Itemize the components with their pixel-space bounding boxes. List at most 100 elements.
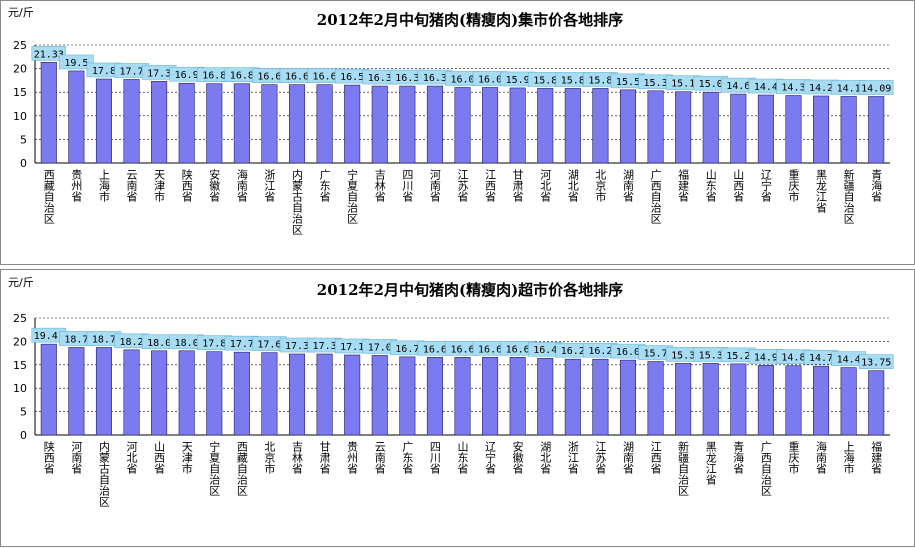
y-axis-label: 元/斤 (8, 276, 34, 289)
bar (785, 365, 802, 436)
x-tick-label: 湖南省 (621, 169, 634, 203)
bar (482, 87, 499, 164)
y-tick-label: 25 (13, 39, 27, 52)
y-tick-label: 15 (13, 86, 27, 99)
value-label: 16.9 (175, 70, 199, 81)
value-label: 21.33 (34, 49, 64, 60)
bar (647, 90, 664, 164)
x-tick-label: 新疆自治区 (677, 440, 690, 496)
x-tick-label: 广东省 (318, 169, 331, 203)
value-label: 15.3 (644, 78, 668, 89)
value-label: 15.1 (671, 79, 695, 90)
bar (151, 350, 168, 436)
y-tick-label: 10 (13, 382, 27, 395)
x-tick-label: 西藏自治区 (42, 169, 55, 224)
x-tick-label: 四川省 (428, 441, 441, 475)
x-tick-label: 湖北省 (566, 169, 579, 203)
value-label: 16.6 (506, 344, 530, 355)
y-tick-label: 5 (20, 406, 27, 419)
value-label: 14.8 (781, 353, 805, 364)
bar (95, 78, 112, 164)
bar (702, 363, 719, 436)
value-label: 19.5 (64, 58, 88, 69)
x-tick-label: 广东省 (401, 441, 414, 475)
value-label: 15.3 (671, 350, 695, 361)
value-label: 14.9 (754, 352, 778, 363)
bar (730, 93, 747, 164)
x-tick-label: 青海省 (870, 169, 883, 203)
bar (840, 367, 857, 436)
bar (454, 87, 471, 164)
bar (592, 358, 609, 436)
x-tick-label: 甘肃省 (511, 169, 524, 203)
x-tick-label: 黑龙江省 (704, 441, 717, 486)
x-tick-label: 天津市 (153, 169, 166, 203)
bar (399, 85, 416, 164)
x-tick-label: 吉林省 (291, 441, 304, 475)
y-tick-label: 5 (20, 133, 27, 146)
value-label-box (31, 46, 67, 61)
x-tick-label: 河南省 (428, 169, 441, 203)
x-tick-label: 辽宁省 (484, 441, 497, 475)
bar (316, 84, 333, 164)
value-label: 18.7 (92, 334, 116, 345)
value-label: 15.8 (588, 75, 612, 86)
x-tick-label: 北京市 (263, 441, 276, 475)
value-label: 16.3 (423, 73, 447, 84)
bar (178, 350, 195, 436)
bar (399, 356, 416, 436)
bar (233, 351, 250, 436)
bar (68, 70, 85, 164)
bar (371, 85, 388, 164)
value-label: 14.2 (809, 83, 833, 94)
value-label: 16.2 (588, 346, 612, 357)
value-label: 14.4 (754, 82, 778, 93)
x-tick-label: 陕西省 (180, 168, 193, 203)
value-label: 16.4 (533, 345, 557, 356)
bar (123, 349, 140, 436)
value-label: 16.8 (230, 71, 254, 82)
x-tick-label: 海南省 (235, 168, 248, 203)
x-tick-label: 安徽省 (208, 168, 221, 203)
bar (619, 359, 637, 436)
x-tick-label: 贵州省 (346, 441, 359, 475)
y-tick-label: 10 (13, 110, 27, 123)
value-label: 17.8 (92, 66, 116, 77)
bar (675, 363, 692, 436)
bar (288, 353, 306, 436)
value-label: 16.8 (202, 71, 226, 82)
chart-title: 2012年2月中旬猪肉(精瘦肉)集市价各地排序 (317, 11, 623, 29)
x-tick-label: 广西自治区 (759, 441, 772, 496)
value-label: 14.1 (837, 83, 861, 94)
bar (813, 95, 830, 164)
value-label: 13.75 (861, 358, 891, 369)
x-tick-label: 宁夏自治区 (208, 440, 221, 496)
y-tick-label: 0 (20, 429, 27, 442)
x-tick-label: 山西省 (732, 169, 745, 203)
x-tick-label: 四川省 (401, 169, 414, 203)
bar (426, 357, 443, 436)
value-label: 19.41 (34, 331, 64, 342)
bar (261, 84, 278, 164)
value-label: 16.3 (395, 73, 419, 84)
value-label: 16.6 (450, 344, 474, 355)
bar (123, 79, 140, 164)
x-tick-label: 福建省 (870, 440, 883, 475)
value-label: 14.4 (837, 355, 861, 366)
bar (509, 87, 526, 164)
value-label: 16.6 (285, 72, 309, 83)
value-label: 15.8 (533, 75, 557, 86)
x-tick-label: 湖南省 (621, 441, 634, 475)
x-tick-label: 江西省 (649, 441, 662, 475)
bar (592, 88, 609, 164)
x-tick-label: 黑龙江省 (815, 169, 828, 214)
bar (537, 88, 554, 164)
value-label: 16.3 (368, 73, 392, 84)
value-label: 18.0 (147, 338, 171, 349)
bar (233, 83, 250, 164)
x-tick-label: 安徽省 (511, 440, 524, 475)
bar (730, 363, 747, 436)
x-tick-label: 贵州省 (70, 169, 83, 203)
bar (40, 62, 57, 164)
value-label: 16.0 (616, 347, 640, 358)
